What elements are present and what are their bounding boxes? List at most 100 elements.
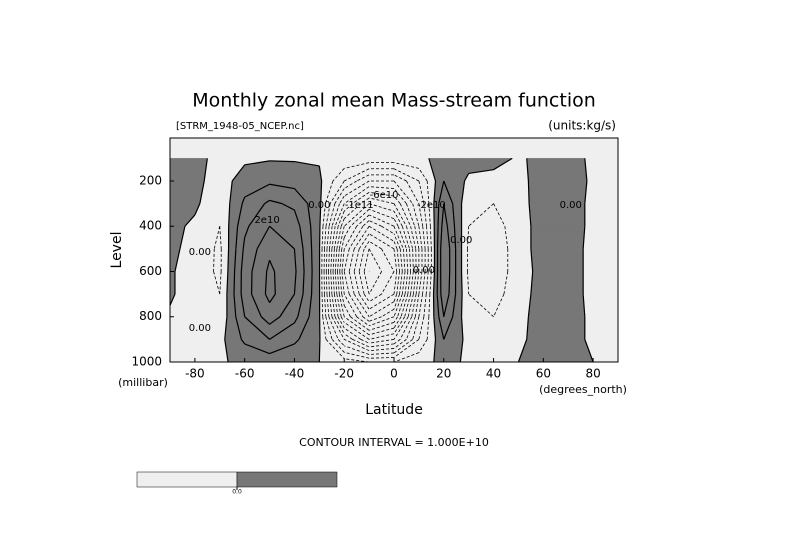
contour-line: [322, 316, 327, 340]
contour-line: [332, 248, 335, 272]
subtitle-left: [STRM_1948-05_NCEP.nc]: [176, 121, 304, 132]
contour-line: [418, 168, 428, 182]
contour-line: [418, 203, 424, 227]
x-tick-label: 0: [390, 367, 398, 381]
contour-line: [343, 271, 350, 295]
contour-line: [231, 164, 246, 182]
contour-line: [325, 248, 328, 272]
contour-line: [331, 339, 345, 353]
contour-line: [530, 271, 534, 295]
contour-line: [393, 339, 413, 354]
positive-fill: [567, 271, 584, 295]
contour-line: [414, 294, 420, 317]
contour-line: [329, 226, 333, 249]
contour-line: [353, 226, 370, 250]
contour-line: [396, 271, 400, 295]
contour-line: [448, 271, 451, 295]
positive-fill: [169, 271, 176, 295]
contour-line: [452, 294, 457, 317]
contour-line: [332, 271, 335, 295]
contour-line: [269, 183, 295, 190]
contour-line: [369, 348, 395, 352]
contour-line: [426, 316, 430, 340]
contour-line: [332, 168, 345, 182]
contour-line: [297, 293, 304, 317]
contour-line: [344, 180, 357, 189]
contour-line: [493, 293, 505, 317]
contour-line: [363, 248, 370, 272]
contour-line: [169, 293, 176, 306]
contour-line: [336, 226, 342, 249]
positive-fill: [269, 339, 295, 363]
contour-line: [393, 218, 399, 227]
contour-line: [418, 180, 425, 204]
contour-line: [393, 174, 407, 182]
contour-line: [582, 226, 586, 249]
contour-line: [452, 203, 456, 227]
contour-line: [353, 293, 370, 317]
contour-label: 0.00: [308, 200, 330, 211]
positive-fill: [530, 225, 544, 250]
contour-line: [393, 210, 403, 227]
positive-fill: [543, 248, 569, 272]
contour-line: [358, 248, 365, 272]
contour-line: [404, 271, 409, 295]
contour-line: [199, 180, 205, 204]
contour-line: [369, 343, 395, 348]
contour-line: [438, 316, 445, 340]
contour-line: [264, 271, 268, 295]
contour-line: [399, 203, 411, 227]
contour-line: [418, 316, 425, 340]
contour-line: [369, 191, 395, 197]
contour-line: [503, 271, 509, 295]
contour-line: [369, 327, 395, 336]
positive-fill: [269, 316, 295, 340]
contour-line: [393, 271, 398, 295]
contour-line: [350, 208, 370, 227]
positive-fill: [543, 158, 569, 182]
y-tick-label: 800: [139, 309, 162, 323]
positive-fill: [244, 225, 270, 250]
positive-fill: [543, 316, 569, 340]
contour-line: [363, 241, 370, 250]
contour-line: [343, 203, 362, 219]
contour-line: [233, 294, 237, 317]
contour-line: [530, 248, 534, 272]
contour-line: [293, 248, 297, 272]
contour-line: [330, 248, 333, 272]
positive-fill: [228, 203, 245, 227]
positive-fill: [543, 339, 569, 363]
contour-line: [358, 233, 370, 250]
contour-line: [343, 293, 358, 317]
contour-line: [393, 339, 401, 345]
contour-label: 0.00: [189, 247, 211, 258]
contour-line: [360, 339, 370, 344]
contour-line: [331, 226, 336, 249]
contour-line: [240, 248, 244, 272]
contour-line: [233, 271, 236, 295]
contour-line: [235, 316, 242, 340]
contour-line: [412, 271, 417, 295]
contour-line: [320, 180, 323, 204]
contour-line: [468, 293, 494, 318]
contour-line: [428, 158, 437, 182]
contour-line: [251, 248, 258, 272]
contour-line: [441, 203, 445, 227]
positive-fill: [526, 158, 544, 182]
contour-line: [328, 316, 339, 340]
contour-line: [423, 294, 427, 317]
contour-line: [360, 197, 370, 204]
contour-line: [302, 248, 305, 272]
positive-fill: [294, 225, 320, 250]
contour-label: 0.00: [189, 323, 211, 334]
contour-line: [331, 294, 336, 317]
contour-line: [344, 358, 370, 363]
contour-line: [244, 160, 270, 166]
contour-line: [428, 203, 431, 227]
contour-line: [406, 180, 420, 204]
contour-label: -2e10: [417, 200, 446, 211]
contour-line: [584, 180, 588, 204]
contour-line: [381, 248, 395, 272]
contour-line: [418, 339, 428, 353]
contour-line: [418, 271, 423, 295]
